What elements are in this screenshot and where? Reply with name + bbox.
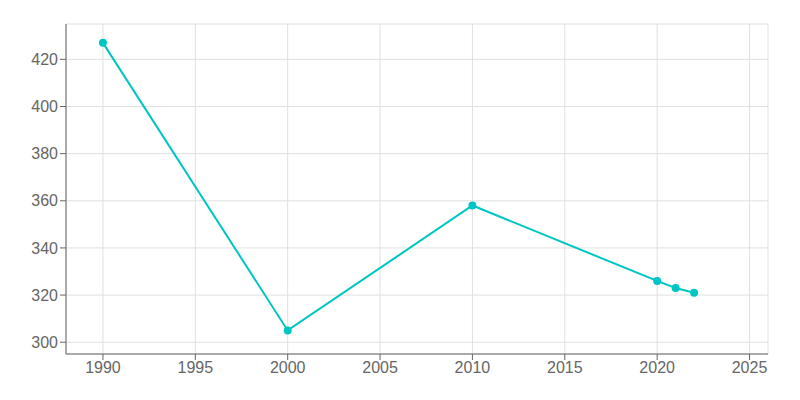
- svg-text:2025: 2025: [732, 359, 768, 376]
- svg-text:2020: 2020: [639, 359, 675, 376]
- svg-text:2000: 2000: [270, 359, 306, 376]
- svg-text:2005: 2005: [362, 359, 398, 376]
- svg-text:2015: 2015: [547, 359, 583, 376]
- svg-text:1995: 1995: [178, 359, 214, 376]
- svg-text:400: 400: [31, 98, 58, 115]
- svg-text:320: 320: [31, 287, 58, 304]
- svg-text:340: 340: [31, 240, 58, 257]
- svg-text:300: 300: [31, 334, 58, 351]
- svg-text:2010: 2010: [455, 359, 491, 376]
- svg-text:360: 360: [31, 192, 58, 209]
- svg-text:420: 420: [31, 51, 58, 68]
- svg-text:380: 380: [31, 145, 58, 162]
- svg-text:1990: 1990: [85, 359, 121, 376]
